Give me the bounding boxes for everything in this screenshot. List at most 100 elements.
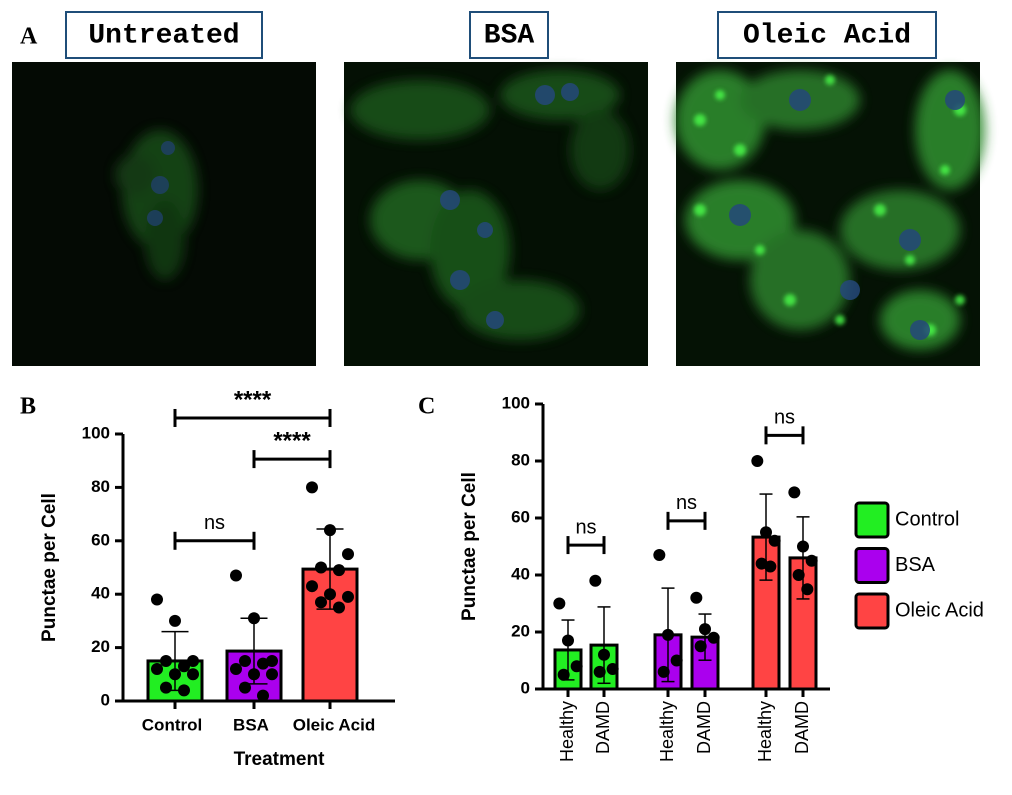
y-axis-label: Punctae per Cell xyxy=(459,472,480,621)
data-point xyxy=(670,654,683,667)
significance-label: **** xyxy=(234,386,272,413)
data-point xyxy=(178,684,190,697)
data-point xyxy=(187,668,199,681)
data-point xyxy=(315,561,327,574)
legend-label: Oleic Acid xyxy=(895,599,984,621)
data-point xyxy=(764,560,777,573)
data-point xyxy=(257,689,269,702)
data-point xyxy=(151,662,163,675)
data-point xyxy=(801,583,814,596)
image-title: BSA xyxy=(484,20,535,51)
data-point xyxy=(248,612,260,625)
data-point xyxy=(562,634,574,647)
x-tick-label: DAMD xyxy=(792,701,812,754)
data-point xyxy=(606,663,619,676)
data-point xyxy=(306,481,318,494)
data-point xyxy=(788,486,801,499)
legend-swatch xyxy=(854,592,890,630)
data-point xyxy=(657,665,670,678)
data-point xyxy=(805,554,818,567)
data-point xyxy=(187,654,199,667)
data-point xyxy=(797,540,809,553)
significance-bracket xyxy=(252,450,332,469)
title-box xyxy=(65,11,263,59)
data-point xyxy=(342,548,354,561)
y-axis-label: Punctae per Cell xyxy=(39,493,60,642)
y-tick-label: 60 xyxy=(511,507,530,526)
data-point xyxy=(239,681,251,694)
data-point xyxy=(593,665,606,678)
x-tick-label: Healthy xyxy=(557,701,577,762)
significance-bracket xyxy=(173,531,256,550)
data-point xyxy=(662,628,674,641)
data-point xyxy=(315,596,327,609)
x-tick-label: DAMD xyxy=(694,701,714,754)
data-point xyxy=(751,455,764,467)
significance-label: ns xyxy=(575,516,596,538)
data-point xyxy=(570,660,583,673)
data-point xyxy=(151,593,163,606)
significance-bracket xyxy=(764,426,805,445)
data-point xyxy=(306,580,318,593)
micrograph xyxy=(675,62,985,366)
y-tick-label: 100 xyxy=(82,423,110,442)
y-tick-label: 60 xyxy=(91,530,110,549)
data-point xyxy=(707,631,720,644)
data-point xyxy=(694,640,707,653)
data-point xyxy=(178,660,190,673)
data-point xyxy=(792,569,805,581)
data-point xyxy=(557,668,570,681)
y-tick-label: 80 xyxy=(91,477,110,496)
image-title: Untreated xyxy=(88,20,239,51)
data-point xyxy=(169,668,181,681)
x-tick-label: Healthy xyxy=(657,701,677,762)
panel-label: C xyxy=(418,394,435,420)
data-point xyxy=(768,534,781,547)
micrograph xyxy=(12,62,316,366)
y-tick-label: 20 xyxy=(511,621,530,640)
title-box xyxy=(469,11,549,59)
data-point xyxy=(324,588,336,601)
legend-swatch xyxy=(854,501,890,539)
panel-label: A xyxy=(20,24,38,50)
data-point xyxy=(324,524,336,537)
data-point xyxy=(760,526,772,539)
data-point xyxy=(248,668,260,681)
data-point xyxy=(266,654,278,667)
data-point xyxy=(699,623,711,636)
legend-label: Control xyxy=(895,508,959,530)
legend-label: BSA xyxy=(895,554,936,576)
data-point xyxy=(589,574,602,587)
data-point xyxy=(333,601,345,614)
legend-swatch xyxy=(854,547,890,584)
x-tick-label: Healthy xyxy=(755,701,775,762)
data-point xyxy=(333,564,345,577)
error-bar xyxy=(698,613,712,661)
x-axis-label: Treatment xyxy=(234,749,325,770)
x-tick-label: Control xyxy=(142,715,202,734)
y-tick-label: 40 xyxy=(91,584,110,603)
data-point xyxy=(553,597,566,610)
data-point xyxy=(230,569,242,582)
significance-label: **** xyxy=(273,427,311,454)
y-tick-label: 40 xyxy=(511,564,530,583)
data-point xyxy=(266,668,278,681)
significance-bracket xyxy=(666,511,707,530)
micrograph xyxy=(344,62,648,366)
data-point xyxy=(690,591,703,604)
significance-bracket xyxy=(173,408,332,427)
title-box xyxy=(717,11,937,59)
data-point xyxy=(257,657,269,670)
data-point xyxy=(342,590,354,603)
data-point xyxy=(169,614,181,627)
y-tick-label: 100 xyxy=(502,393,530,412)
y-tick-label: 80 xyxy=(511,450,530,469)
y-tick-label: 20 xyxy=(91,637,110,656)
significance-label: ns xyxy=(774,407,795,429)
significance-label: ns xyxy=(676,492,697,514)
x-tick-label: BSA xyxy=(233,715,269,734)
data-point xyxy=(598,648,610,661)
y-tick-label: 0 xyxy=(521,678,530,697)
data-point xyxy=(160,654,172,667)
